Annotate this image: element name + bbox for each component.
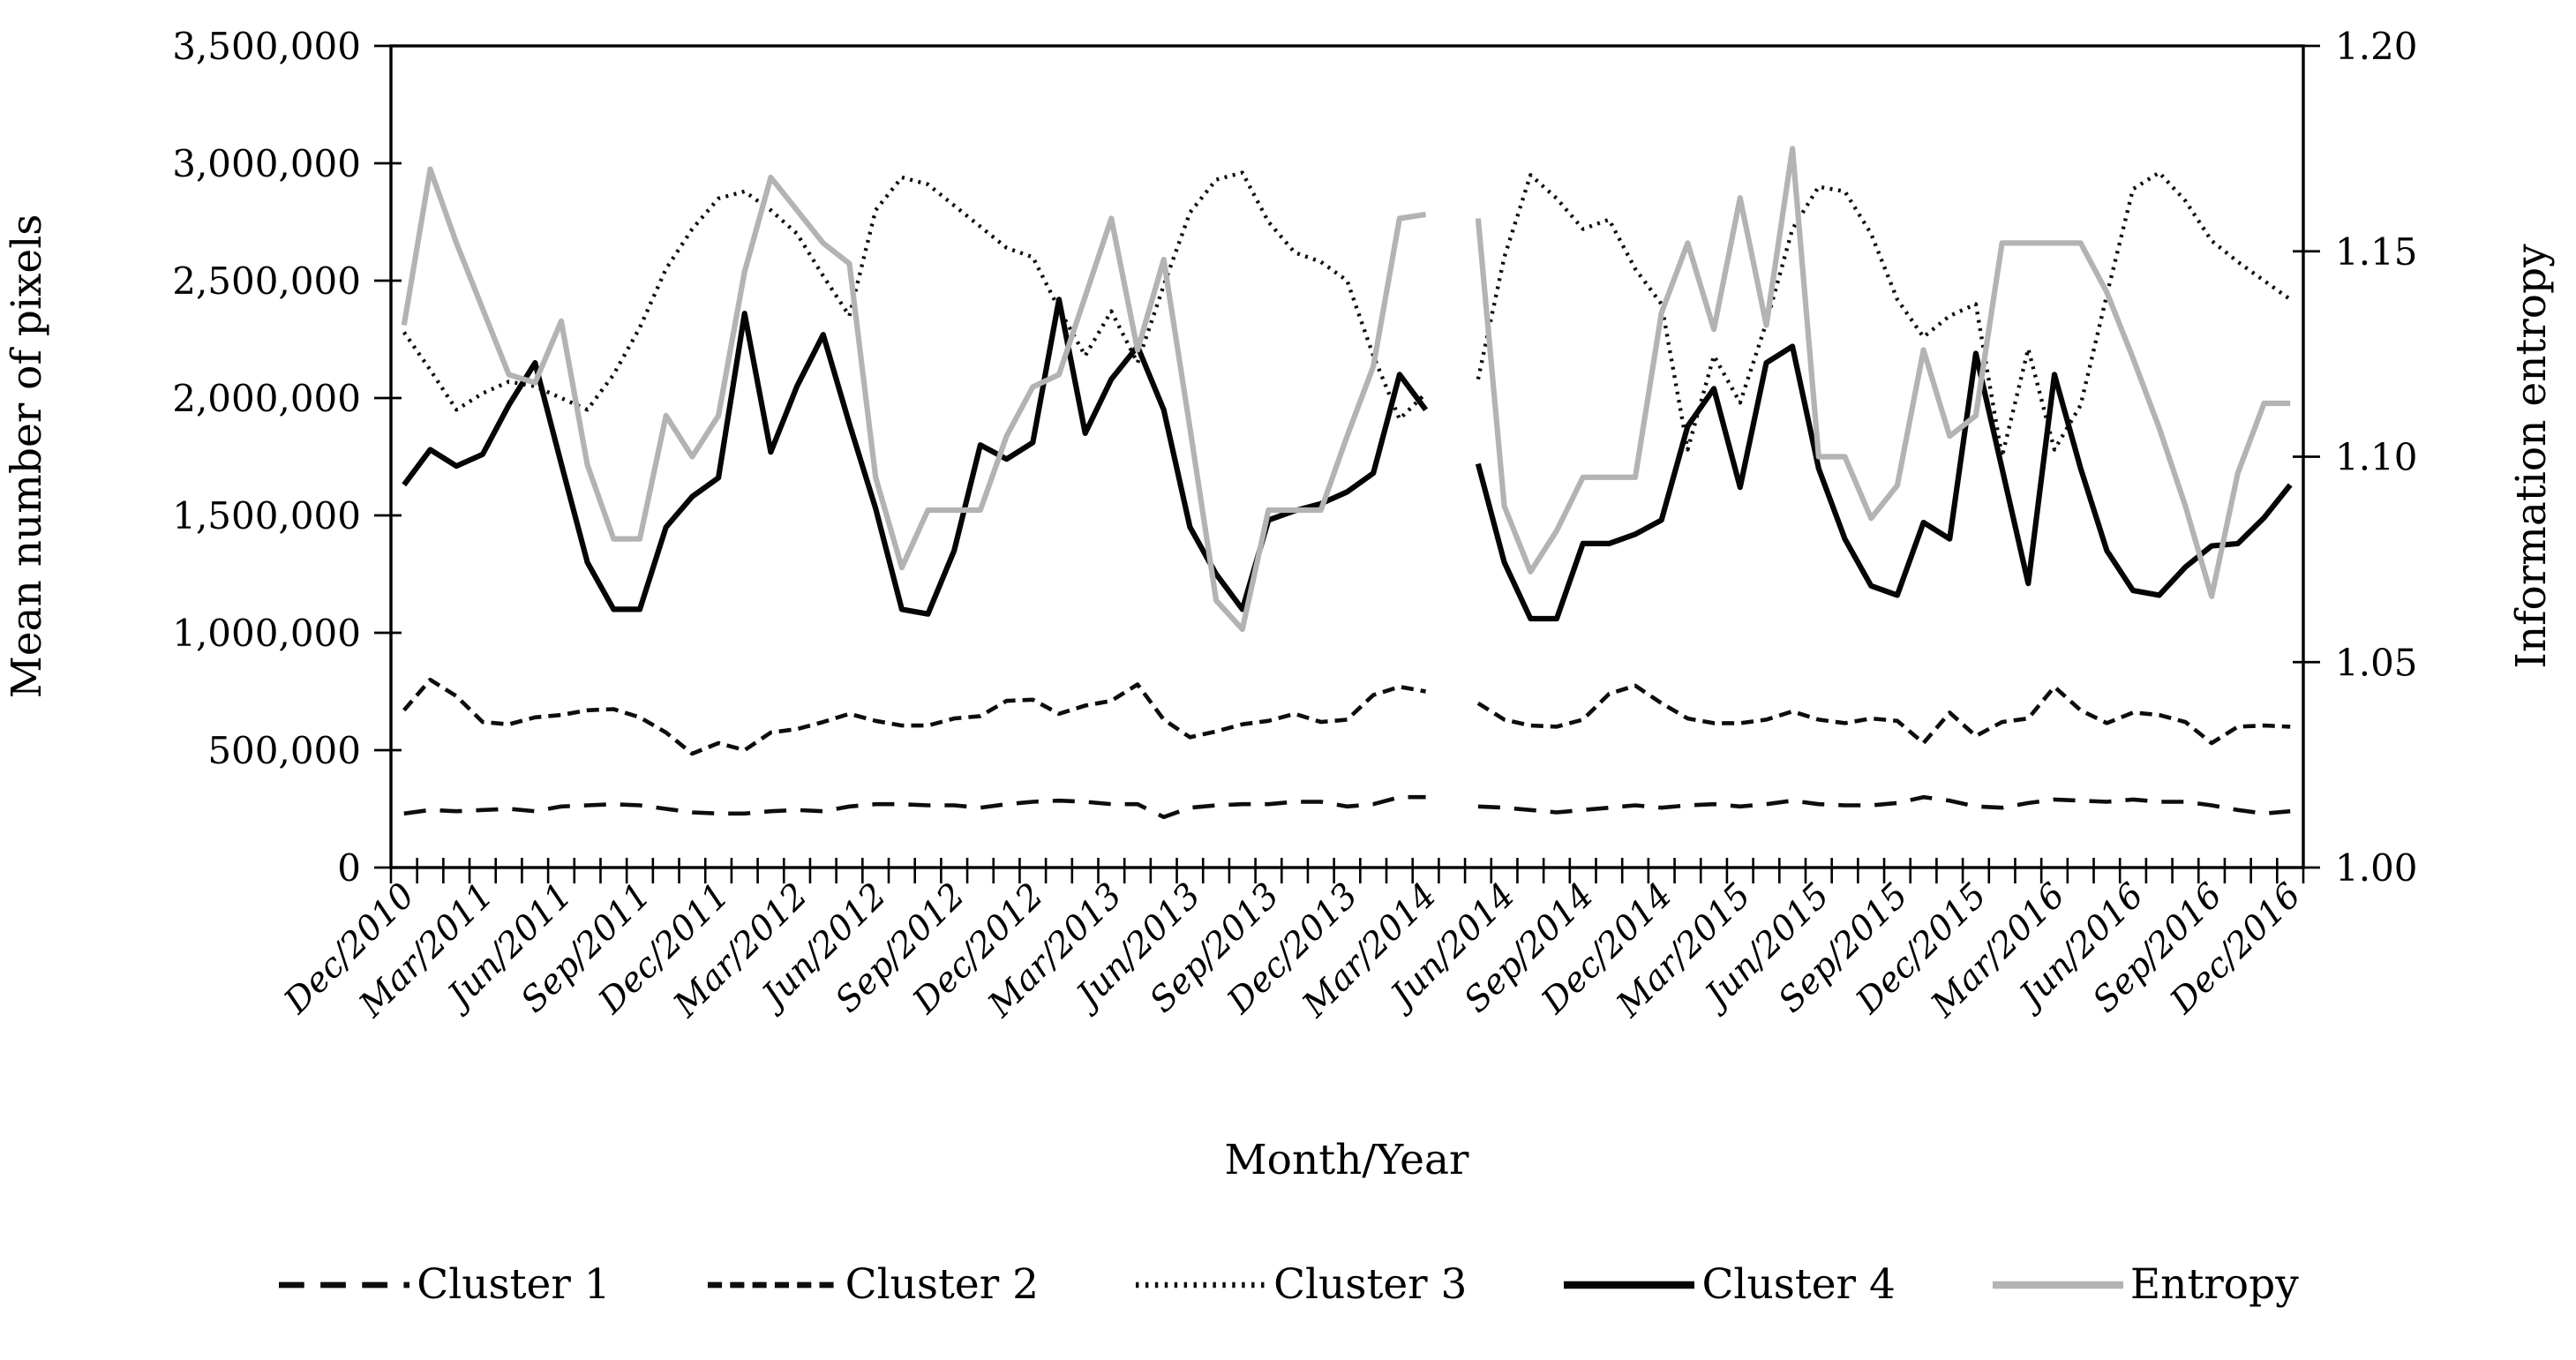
legend-label: Cluster 4	[1701, 1260, 1896, 1309]
right-axis-tick-label: 1.00	[2335, 846, 2418, 890]
legend-line-entropy-icon	[1992, 1281, 2123, 1289]
right-axis-tick-label: 1.05	[2335, 641, 2418, 684]
right-axis-tick-label: 1.15	[2335, 230, 2418, 274]
right-axis-tick-label: 1.20	[2335, 25, 2418, 68]
axis-tick-labels: 3,500,000 3,000,000 2,500,000 2,000,000 1,50…	[172, 25, 2417, 1026]
legend-label: Cluster 3	[1273, 1260, 1468, 1309]
series-cluster2-line	[402, 677, 2291, 756]
left-axis-title: Mean number of pixels	[3, 214, 51, 699]
legend-line-cluster-2-icon	[707, 1281, 838, 1288]
legend: Cluster 1 Cluster 2 Cluster 3 Cluster 4 …	[0, 1260, 2576, 1309]
series-cluster4-line	[402, 297, 2293, 622]
legend-line-cluster-3-icon	[1136, 1281, 1267, 1288]
legend-line-cluster-4-icon	[1564, 1281, 1695, 1289]
legend-label: Cluster 1	[417, 1260, 611, 1309]
legend-item-cluster-3: Cluster 3	[1134, 1260, 1467, 1309]
left-axis-tick-label: 2,000,000	[172, 377, 361, 420]
left-axis-tick-label: 0	[337, 846, 361, 890]
series-cluster1-line	[403, 794, 2291, 820]
left-axis-tick-label: 2,500,000	[172, 259, 361, 303]
axis-ticks	[374, 44, 2320, 883]
legend-item-cluster-2: Cluster 2	[706, 1260, 1039, 1309]
legend-label: Entropy	[2129, 1260, 2299, 1309]
legend-item-cluster-1: Cluster 1	[277, 1260, 611, 1309]
right-axis-tick-label: 1.10	[2335, 436, 2418, 479]
series-lines	[401, 146, 2293, 820]
legend-label: Cluster 2	[845, 1260, 1040, 1309]
right-axis-title: Information entropy	[2507, 244, 2556, 669]
left-axis-tick-label: 1,500,000	[172, 494, 361, 537]
series-entropy-line	[401, 146, 2291, 633]
legend-item-cluster-4: Cluster 4	[1562, 1260, 1896, 1309]
left-axis-tick-label: 500,000	[207, 729, 361, 772]
left-axis-tick-label: 3,000,000	[172, 142, 361, 185]
left-axis-tick-label: 3,500,000	[172, 25, 361, 68]
left-axis-tick-label: 1,000,000	[172, 612, 361, 655]
series-cluster3-line	[402, 170, 2292, 459]
legend-line-cluster-1-icon	[279, 1281, 410, 1288]
x-axis-title: Month/Year	[1225, 1136, 1469, 1184]
legend-item-entropy: Entropy	[1991, 1260, 2299, 1309]
